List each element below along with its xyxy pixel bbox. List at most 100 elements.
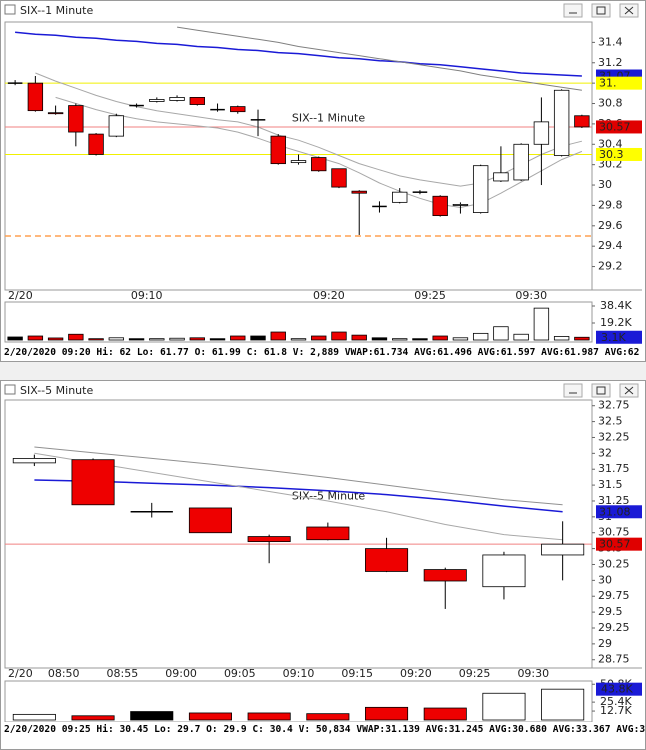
moving-average-line [15, 31, 582, 77]
y-tick-label: 28.75 [598, 653, 630, 666]
x-tick-label: 09:20 [313, 289, 345, 302]
volume-bar [306, 713, 350, 721]
y-tick-label: 30.25 [598, 557, 630, 570]
volume-bar [250, 335, 266, 341]
candle-body [188, 507, 232, 534]
x-tick-label: 09:30 [517, 667, 549, 680]
volume-bar [130, 711, 174, 721]
volume-bar [230, 335, 246, 341]
y-tick-label: 29.25 [598, 621, 630, 634]
x-tick-label: 09:15 [341, 667, 373, 680]
y-tick-label: 31.25 [598, 494, 630, 507]
moving-average-line [35, 72, 583, 187]
volume-bar [472, 332, 489, 341]
y-tick-label: 31.5 [598, 478, 623, 491]
x-tick-label: 09:25 [414, 289, 446, 302]
candle-body [432, 195, 448, 217]
y-tick-label: 31.4 [598, 35, 623, 48]
moving-average-line [34, 446, 563, 506]
volume-bar [311, 335, 327, 341]
x-tick-label: 08:55 [107, 667, 139, 680]
y-tick-label: 30.75 [598, 526, 630, 539]
moving-average-line [177, 26, 582, 91]
x-tick-label: 09:10 [283, 667, 315, 680]
volume-bar [423, 707, 467, 721]
volume-bar [371, 337, 388, 341]
volume-bar [331, 331, 347, 341]
maximize-button[interactable] [591, 383, 611, 398]
maximize-glyph [596, 386, 606, 395]
candle-body [493, 172, 509, 182]
volume-bar [513, 333, 529, 341]
candle-body [12, 458, 56, 464]
volume-bar [47, 337, 64, 341]
candle-body [189, 97, 205, 105]
x-tick-label: 08:50 [48, 667, 80, 680]
volume-bar [149, 338, 165, 341]
x-tick-label: 09:00 [165, 667, 197, 680]
volume-tick-label: 25.4K [600, 695, 632, 708]
price-label-box [596, 537, 642, 551]
x-tick-label: 09:20 [400, 667, 432, 680]
candle-body [290, 160, 307, 164]
volume-bar [432, 335, 448, 341]
volume-bar [12, 713, 56, 721]
status-bar [1, 345, 645, 359]
y-tick-label: 32.75 [598, 399, 630, 412]
volume-bar [574, 336, 590, 341]
y-tick-label: 29.6 [598, 219, 623, 232]
close-glyph [624, 6, 634, 15]
volume-last-box [596, 682, 642, 696]
volume-bar [533, 307, 550, 341]
x-tick-label: 09:30 [515, 289, 547, 302]
price-label: 30.57 [599, 538, 631, 551]
y-tick-label: 29.2 [598, 260, 623, 273]
volume-bar [365, 706, 409, 721]
window-icon [4, 384, 16, 395]
status-text: 2/20/2020 09:20 Hi: 62 Lo: 61.77 O: 61.9… [4, 346, 639, 358]
status-text: 2/20/2020 09:25 Hi: 30.45 Lo: 29.7 O: 29… [4, 723, 645, 735]
price-label-box [596, 147, 642, 161]
chart-window: SIX--1 Minute SIX--1 Minute 29.2 29.4 29.6 29… [0, 0, 646, 362]
volume-bar [392, 338, 408, 341]
y-tick-label: 29.5 [598, 605, 623, 618]
price-label: 31.08 [599, 505, 631, 518]
y-tick-label: 30 [598, 573, 612, 586]
minimize-button[interactable] [563, 383, 583, 398]
volume-bar [189, 337, 205, 341]
volume-last-label: 3.1K [601, 331, 626, 344]
y-tick-label: 30.4 [598, 137, 623, 150]
x-tick-label: 09:05 [224, 667, 256, 680]
y-tick-label: 29.8 [598, 198, 623, 211]
volume-last-label: 43.8K [601, 683, 633, 696]
candle-body [553, 89, 570, 156]
status-bar [1, 722, 645, 736]
y-tick-label: 32.5 [598, 415, 623, 428]
volume-bar [7, 336, 23, 341]
volume-bar [169, 337, 185, 341]
volume-bar [412, 338, 428, 341]
x-tick-label: 09:25 [459, 667, 491, 680]
candle-body [311, 157, 327, 172]
candle-body [541, 543, 585, 556]
moving-average-line [34, 479, 563, 513]
y-tick-label: 30.8 [598, 97, 623, 110]
price-label: 30.3 [599, 148, 624, 161]
volume-bar [553, 336, 570, 341]
candle-body [306, 526, 350, 541]
price-label: 30.57 [599, 120, 631, 133]
maximize-button[interactable] [591, 3, 611, 18]
minimize-button[interactable] [563, 3, 583, 18]
volume-tick-label: 19.2K [600, 316, 632, 329]
candle-body [71, 459, 115, 506]
close-glyph [624, 386, 634, 395]
volume-last-box [596, 330, 642, 344]
candle-body [270, 135, 286, 165]
window-title: SIX--5 Minute [20, 384, 93, 397]
volume-bar [493, 326, 509, 341]
candle-body [452, 204, 469, 206]
plot-area [4, 399, 593, 669]
date-label: 2/20 [8, 667, 33, 680]
volume-bar [482, 692, 526, 721]
